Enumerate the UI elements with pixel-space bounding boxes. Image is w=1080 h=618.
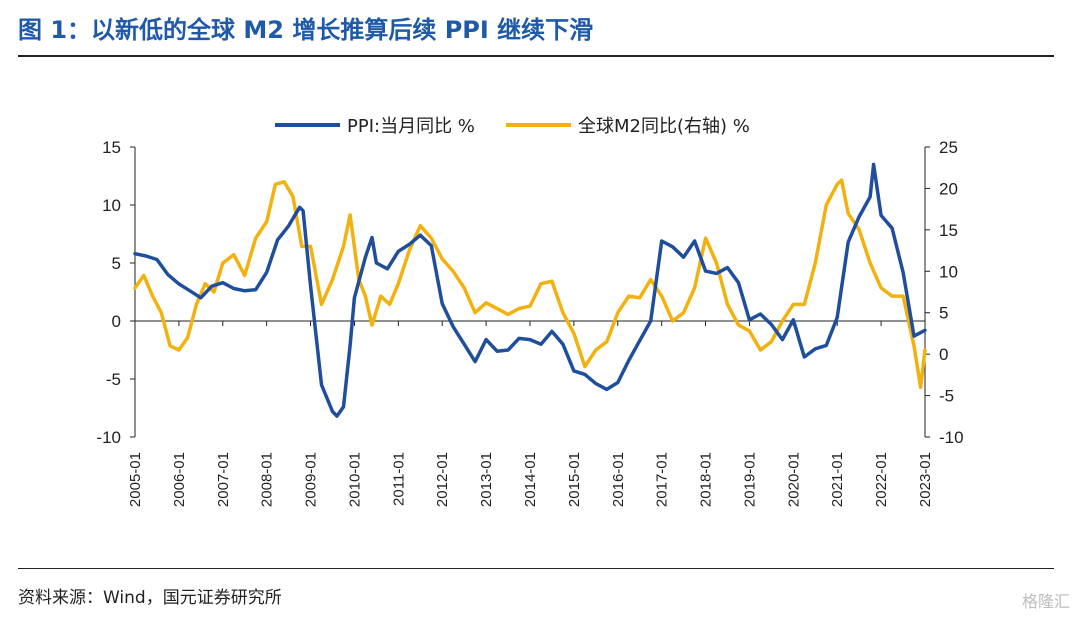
y-right-tick-label: 0	[939, 345, 948, 364]
legend-label: PPI:当月同比 %	[347, 116, 475, 137]
y-left-tick-label: 15	[102, 138, 121, 157]
y-right-tick-label: 25	[939, 138, 958, 157]
x-tick-label: 2010-01	[346, 452, 363, 507]
x-tick-label: 2019-01	[741, 452, 758, 507]
y-right-tick-label: 20	[939, 179, 958, 198]
x-tick-label: 2021-01	[829, 452, 846, 507]
y-left-tick-label: -10	[96, 428, 121, 447]
series-line-global-m2	[133, 178, 927, 390]
source-note: 资料来源：Wind，国元证券研究所	[18, 588, 282, 608]
y-right-tick-label: 15	[939, 221, 958, 240]
series-line-ppi	[133, 162, 927, 418]
legend: PPI:当月同比 % 全球M2同比(右轴) %	[275, 116, 750, 137]
series-layer	[133, 162, 927, 418]
chart-title: 图 1：以新低的全球 M2 增长推算后续 PPI 继续下滑	[18, 16, 594, 44]
x-tick-label: 2013-01	[478, 452, 495, 507]
y-right-tick-label: -5	[939, 387, 954, 406]
x-tick-label: 2018-01	[698, 452, 715, 507]
chart: PPI:当月同比 % 全球M2同比(右轴) % 151050-5-10252015…	[96, 116, 963, 507]
x-tick-label: 2015-01	[566, 452, 583, 507]
x-tick-label: 2012-01	[434, 452, 451, 507]
footer-divider	[18, 568, 1054, 569]
title-divider	[18, 55, 1054, 57]
y-right-tick-label: 10	[939, 262, 958, 281]
y-left-tick-label: 5	[112, 254, 121, 273]
x-tick-label: 2017-01	[654, 452, 671, 507]
x-tick-label: 2022-01	[873, 452, 890, 507]
x-tick-label: 2016-01	[610, 452, 627, 507]
y-left-tick-label: 10	[102, 196, 121, 215]
x-tick-label: 2020-01	[785, 452, 802, 507]
y-right-tick-label: -10	[939, 428, 964, 447]
x-tick-label: 2014-01	[522, 452, 539, 507]
y-left-tick-label: 0	[112, 312, 121, 331]
x-tick-label: 2007-01	[215, 452, 232, 507]
x-tick-label: 2009-01	[303, 452, 320, 507]
x-tick-label: 2005-01	[127, 452, 144, 507]
axes: 15 10 5 0 -5 -10 25 20 15 10 5 0 -5 -10 2005-01 2006-01…	[96, 138, 963, 507]
x-tick-label: 2023-01	[917, 452, 934, 507]
y-right-tick-label: 5	[939, 304, 948, 323]
y-left-tick-label: -5	[106, 370, 121, 389]
x-tick-label: 2008-01	[259, 452, 276, 507]
x-tick-label: 2006-01	[171, 452, 188, 507]
x-tick-label: 2011-01	[390, 452, 407, 506]
watermark-text: 格隆汇	[1021, 592, 1070, 611]
legend-label: 全球M2同比(右轴) %	[578, 116, 750, 137]
